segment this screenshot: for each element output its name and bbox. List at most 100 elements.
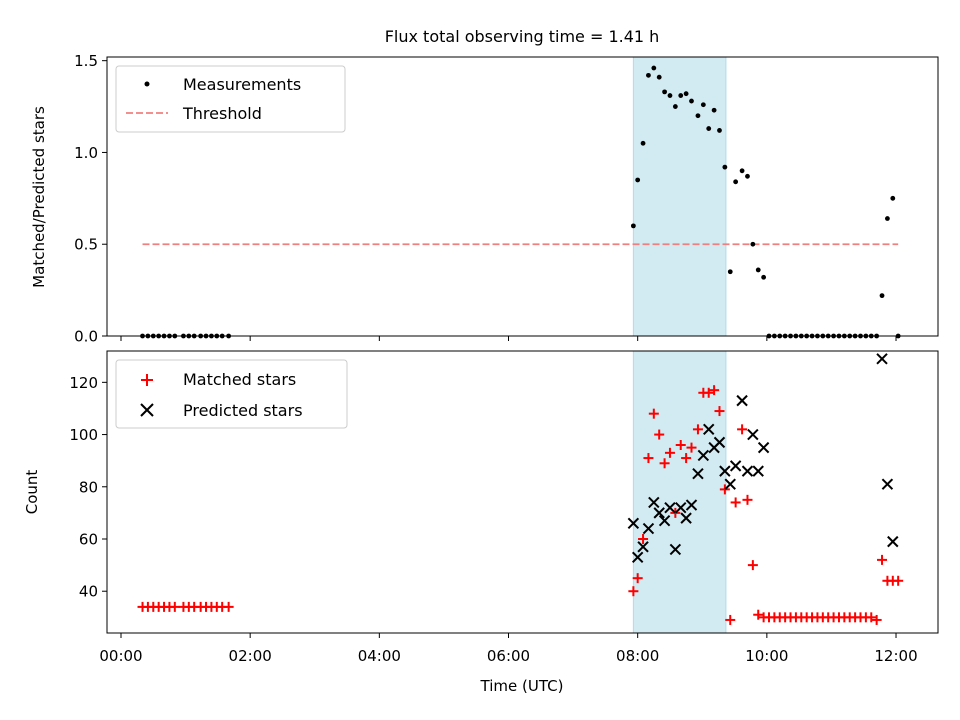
- measurement-point: [672, 104, 678, 109]
- predicted-star-point: [757, 441, 770, 454]
- predicted-star-point: [876, 353, 888, 365]
- top-panel: Flux total observing time = 1.41 h 0.0 0.…: [30, 27, 939, 346]
- predicted-star-point: [703, 423, 715, 436]
- matched-star-point: [659, 458, 670, 469]
- measurement-point: [727, 269, 733, 275]
- legend-predicted-label: Predicted stars: [183, 401, 303, 420]
- matched-star-point: [628, 586, 639, 597]
- y-tick-label: 80: [79, 478, 98, 496]
- legend-matched-marker: [141, 374, 153, 386]
- matched-star-point: [893, 575, 904, 586]
- top-chart-title: Flux total observing time = 1.41 h: [385, 27, 660, 46]
- predicted-star-point: [724, 478, 736, 490]
- matched-star-point: [877, 554, 888, 565]
- matched-star-point: [169, 601, 180, 612]
- legend-predicted-marker: [140, 403, 154, 417]
- bottom-legend-box: [115, 359, 348, 429]
- matched-star-point: [719, 484, 730, 495]
- predicted-star-point: [658, 515, 671, 527]
- predicted-star-point: [680, 512, 692, 524]
- predicted-star-point: [637, 541, 649, 553]
- predicted-star-point: [631, 551, 644, 563]
- y-tick-label: 60: [79, 531, 98, 549]
- measurement-point: [646, 72, 651, 78]
- top-y-axis-ticks: 0.0 0.5 1.0 1.5: [74, 52, 107, 346]
- matched-star-point: [643, 453, 654, 464]
- legend-matched-label: Matched stars: [183, 370, 296, 389]
- measurement-point: [890, 195, 896, 201]
- x-tick-label: 02:00: [229, 647, 272, 665]
- legend-measurements-label: Measurements: [183, 75, 301, 94]
- measurement-point: [635, 177, 641, 183]
- y-tick-label: 0.5: [74, 236, 98, 254]
- predicted-star-point: [642, 522, 655, 535]
- measurement-point: [695, 113, 701, 119]
- predicted-star-point: [675, 501, 687, 514]
- top-x-axis-ticks: [120, 336, 897, 341]
- matched-star-point: [681, 453, 692, 464]
- measurement-point: [689, 98, 694, 104]
- x-tick-label: 12:00: [874, 647, 917, 665]
- y-tick-label: 0.0: [74, 328, 98, 346]
- matched-star-point: [871, 614, 882, 625]
- matched-star-point: [866, 612, 877, 623]
- matched-stars-points: [137, 385, 904, 625]
- x-tick-label: 10:00: [745, 647, 788, 665]
- predicted-star-point: [741, 465, 754, 477]
- measurement-point: [879, 293, 885, 299]
- measurement-point: [722, 164, 728, 170]
- x-tick-label: 06:00: [487, 647, 530, 665]
- matched-star-point: [648, 408, 659, 419]
- predicted-star-point: [747, 428, 759, 441]
- measurement-point: [651, 65, 657, 71]
- top-legend: Measurements Threshold: [115, 65, 346, 133]
- predicted-star-point: [736, 394, 748, 407]
- matched-star-point: [714, 406, 725, 417]
- measurement-point: [630, 223, 636, 229]
- measurement-points: [140, 65, 901, 339]
- predicted-star-point: [664, 501, 676, 514]
- matched-star-point: [675, 440, 686, 450]
- matched-star-point: [730, 497, 741, 508]
- predicted-star-point: [692, 468, 704, 480]
- matched-star-point: [664, 447, 675, 458]
- measurement-point: [761, 274, 767, 280]
- measurement-point: [717, 128, 722, 133]
- y-tick-label: 100: [69, 426, 98, 444]
- matched-star-point: [692, 424, 703, 435]
- matched-star-point: [753, 609, 764, 620]
- legend-threshold-label: Threshold: [182, 104, 262, 123]
- bottom-x-axis-label: Time (UTC): [480, 677, 564, 695]
- matched-star-point: [638, 534, 649, 544]
- matched-star-point: [686, 442, 697, 453]
- measurement-point: [750, 241, 756, 247]
- matched-star-point: [223, 601, 234, 612]
- x-tick-label: 08:00: [616, 647, 659, 665]
- predicted-star-point: [713, 436, 726, 449]
- x-tick-label: 00:00: [99, 647, 142, 665]
- matched-star-point: [703, 387, 714, 398]
- bottom-x-axis-ticks: 00:00 02:00 04:00 06:00 08:00 10:00 12:00: [99, 633, 918, 665]
- matched-star-point: [737, 424, 748, 435]
- predicted-star-point: [627, 517, 640, 530]
- measurement-point: [678, 93, 684, 98]
- predicted-star-point: [648, 496, 660, 509]
- bottom-plot-frame: [106, 350, 939, 634]
- top-legend-box: [115, 65, 346, 133]
- y-tick-label: 1.0: [74, 144, 98, 162]
- measurement-point: [683, 91, 689, 97]
- matched-star-point: [632, 573, 643, 584]
- measurement-point: [733, 179, 739, 185]
- predicted-star-point: [653, 507, 665, 519]
- measurement-point: [667, 93, 673, 98]
- legend-measurements-marker: [144, 81, 150, 87]
- matched-star-point: [747, 560, 758, 571]
- measurement-point: [885, 216, 890, 221]
- y-tick-label: 120: [69, 374, 98, 392]
- predicted-star-point: [697, 449, 710, 462]
- matched-star-point: [709, 385, 720, 396]
- predicted-star-point: [752, 465, 764, 477]
- predicted-star-point: [881, 478, 894, 490]
- measurement-point: [745, 173, 750, 179]
